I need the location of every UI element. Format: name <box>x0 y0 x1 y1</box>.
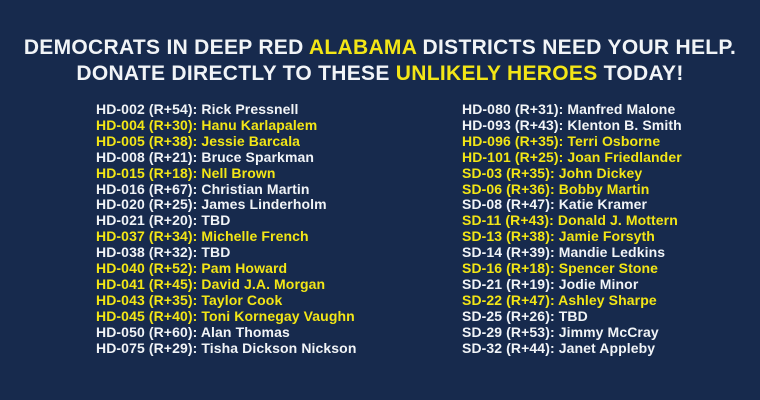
list-item: HD-016 (R+67): Christian Martin <box>96 180 310 197</box>
candidate-list-senate: HD-080 (R+31): Manfred Malone HD-093 (R+4… <box>462 101 682 357</box>
headline-line-1: DEMOCRATS IN DEEP RED ALABAMA DISTRICTS … <box>0 35 760 61</box>
list-item: SD-21 (R+19): Jodie Minor <box>462 275 639 292</box>
list-item: HD-045 (R+40): Toni Kornegay Vaughn <box>96 307 355 324</box>
list-item: SD-11 (R+43): Donald J. Mottern <box>462 212 678 229</box>
headline: DEMOCRATS IN DEEP RED ALABAMA DISTRICTS … <box>0 35 760 86</box>
headline-line-2: DONATE DIRECTLY TO THESE UNLIKELY HEROES… <box>0 61 760 87</box>
list-item: HD-093 (R+43): Klenton B. Smith <box>462 116 682 133</box>
list-item: HD-004 (R+30): Hanu Karlapalem <box>96 116 318 133</box>
list-item: SD-13 (R+38): Jamie Forsyth <box>462 228 655 245</box>
list-item: SD-06 (R+36): Bobby Martin <box>462 180 650 197</box>
list-item: HD-080 (R+31): Manfred Malone <box>462 101 676 117</box>
list-item: SD-16 (R+18): Spencer Stone <box>462 260 659 277</box>
headline-segment: TODAY! <box>597 61 684 85</box>
headline-highlight: ALABAMA <box>308 36 417 59</box>
list-item: SD-08 (R+47): Katie Kramer <box>462 196 648 213</box>
list-item: HD-075 (R+29): Tisha Dickson Nickson <box>96 339 357 356</box>
headline-segment: DONATE DIRECTLY TO THESE <box>76 61 396 85</box>
list-item: HD-041 (R+45): David J.A. Morgan <box>96 275 326 292</box>
list-item: HD-101 (R+25): Joan Friedlander <box>462 148 682 165</box>
list-item: HD-040 (R+52): Pam Howard <box>96 260 288 277</box>
list-item: HD-096 (R+35): Terri Osborne <box>462 132 661 149</box>
list-item: HD-002 (R+54): Rick Pressnell <box>96 101 299 117</box>
headline-segment: DEMOCRATS IN DEEP RED <box>23 36 309 59</box>
candidate-list-house: HD-002 (R+54): Rick Pressnell HD-004 (R+3… <box>96 101 357 357</box>
list-item: HD-021 (R+20): TBD <box>96 212 231 229</box>
list-item: SD-22 (R+47): Ashley Sharpe <box>462 291 657 308</box>
headline-highlight: UNLIKELY HEROES <box>395 61 598 85</box>
list-item: SD-32 (R+44): Janet Appleby <box>462 339 656 356</box>
list-item: SD-03 (R+35): John Dickey <box>462 164 643 181</box>
headline-segment: DISTRICTS NEED YOUR HELP. <box>416 36 737 59</box>
list-item: HD-005 (R+38): Jessie Barcala <box>96 132 301 149</box>
list-item: SD-29 (R+53): Jimmy McCray <box>462 323 659 340</box>
list-item: HD-015 (R+18): Nell Brown <box>96 164 276 181</box>
list-item: SD-25 (R+26): TBD <box>462 307 588 324</box>
list-item: HD-043 (R+35): Taylor Cook <box>96 291 283 308</box>
list-item: HD-008 (R+21): Bruce Sparkman <box>96 148 315 165</box>
list-item: HD-050 (R+60): Alan Thomas <box>96 323 290 340</box>
list-item: HD-037 (R+34): Michelle French <box>96 228 309 245</box>
list-item: SD-14 (R+39): Mandie Ledkins <box>462 244 666 261</box>
list-item: HD-020 (R+25): James Linderholm <box>96 196 327 213</box>
list-item: HD-038 (R+32): TBD <box>96 244 231 261</box>
